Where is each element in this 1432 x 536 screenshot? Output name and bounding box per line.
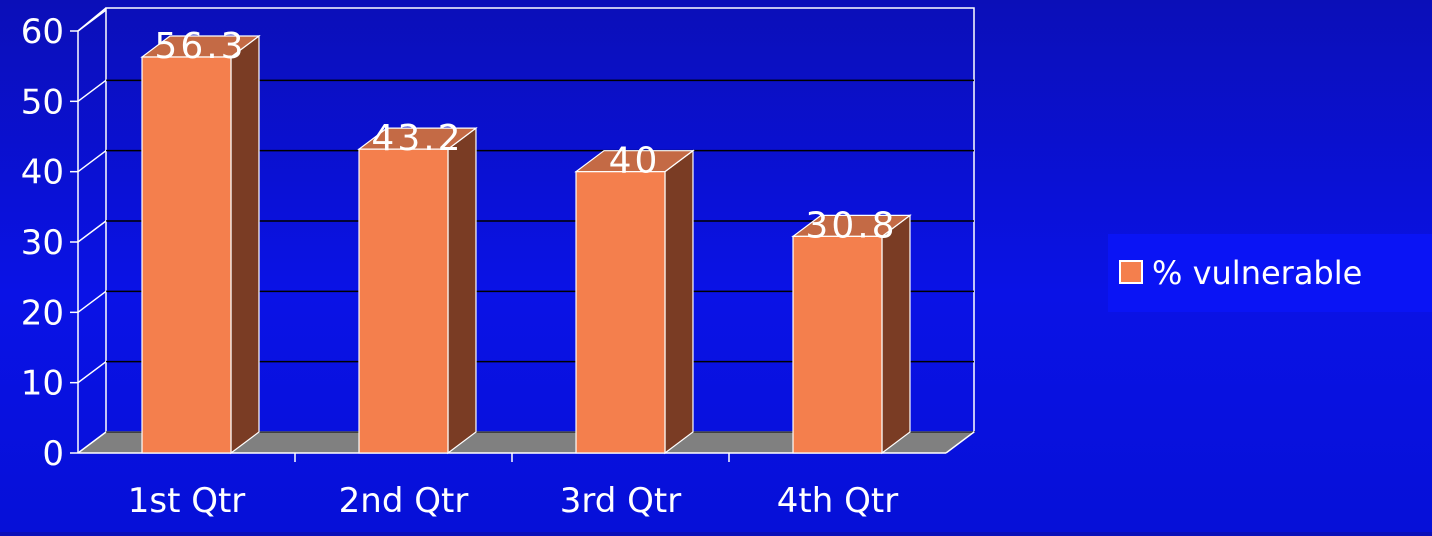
bar: [575, 171, 666, 454]
x-tick-label: 2nd Qtr: [339, 481, 469, 521]
y-tick-depth: [77, 431, 107, 454]
legend-box: [1108, 234, 1432, 312]
y-tick-label: 40: [21, 153, 64, 193]
y-tick-label: 20: [21, 293, 64, 333]
x-tick-label: 3rd Qtr: [560, 481, 681, 521]
data-label: 43.2: [371, 118, 463, 159]
y-tick-label: 60: [21, 12, 64, 52]
y-axis: 0 10 20 30 40 50 60: [21, 7, 107, 474]
bar-side: [230, 34, 260, 455]
data-label: 40: [609, 141, 661, 182]
data-label: 56.3: [154, 26, 246, 67]
x-axis-depth-right: [945, 431, 975, 454]
bar-side: [881, 214, 911, 455]
y-tick-depth: [77, 220, 107, 243]
y-tick-depth: [77, 290, 107, 313]
y-tick-label: 10: [21, 364, 64, 404]
y-tick-label: 30: [21, 223, 64, 263]
bar-side: [664, 149, 694, 455]
y-tick-depth: [77, 9, 107, 32]
legend-label: % vulnerable: [1152, 254, 1362, 292]
legend-swatch: [1119, 260, 1143, 284]
y-tick-label: 0: [42, 434, 64, 474]
y-tick-depth: [77, 79, 107, 102]
y-tick-depth: [77, 150, 107, 173]
bar-side: [447, 126, 477, 455]
legend: % vulnerable: [1108, 234, 1432, 312]
data-label: 30.8: [805, 205, 897, 246]
x-tick-label: 1st Qtr: [128, 481, 246, 521]
bar: [358, 148, 449, 454]
data-labels: 56.3 43.2 40 30.8: [154, 26, 897, 246]
x-axis: 1st Qtr 2nd Qtr 3rd Qtr 4th Qtr: [78, 431, 975, 521]
x-tick-label: 4th Qtr: [777, 481, 898, 521]
bar: [141, 56, 232, 454]
bars: [140, 34, 912, 455]
bar: [792, 235, 883, 454]
y-tick-label: 50: [21, 82, 64, 122]
y-tick-depth: [77, 361, 107, 384]
